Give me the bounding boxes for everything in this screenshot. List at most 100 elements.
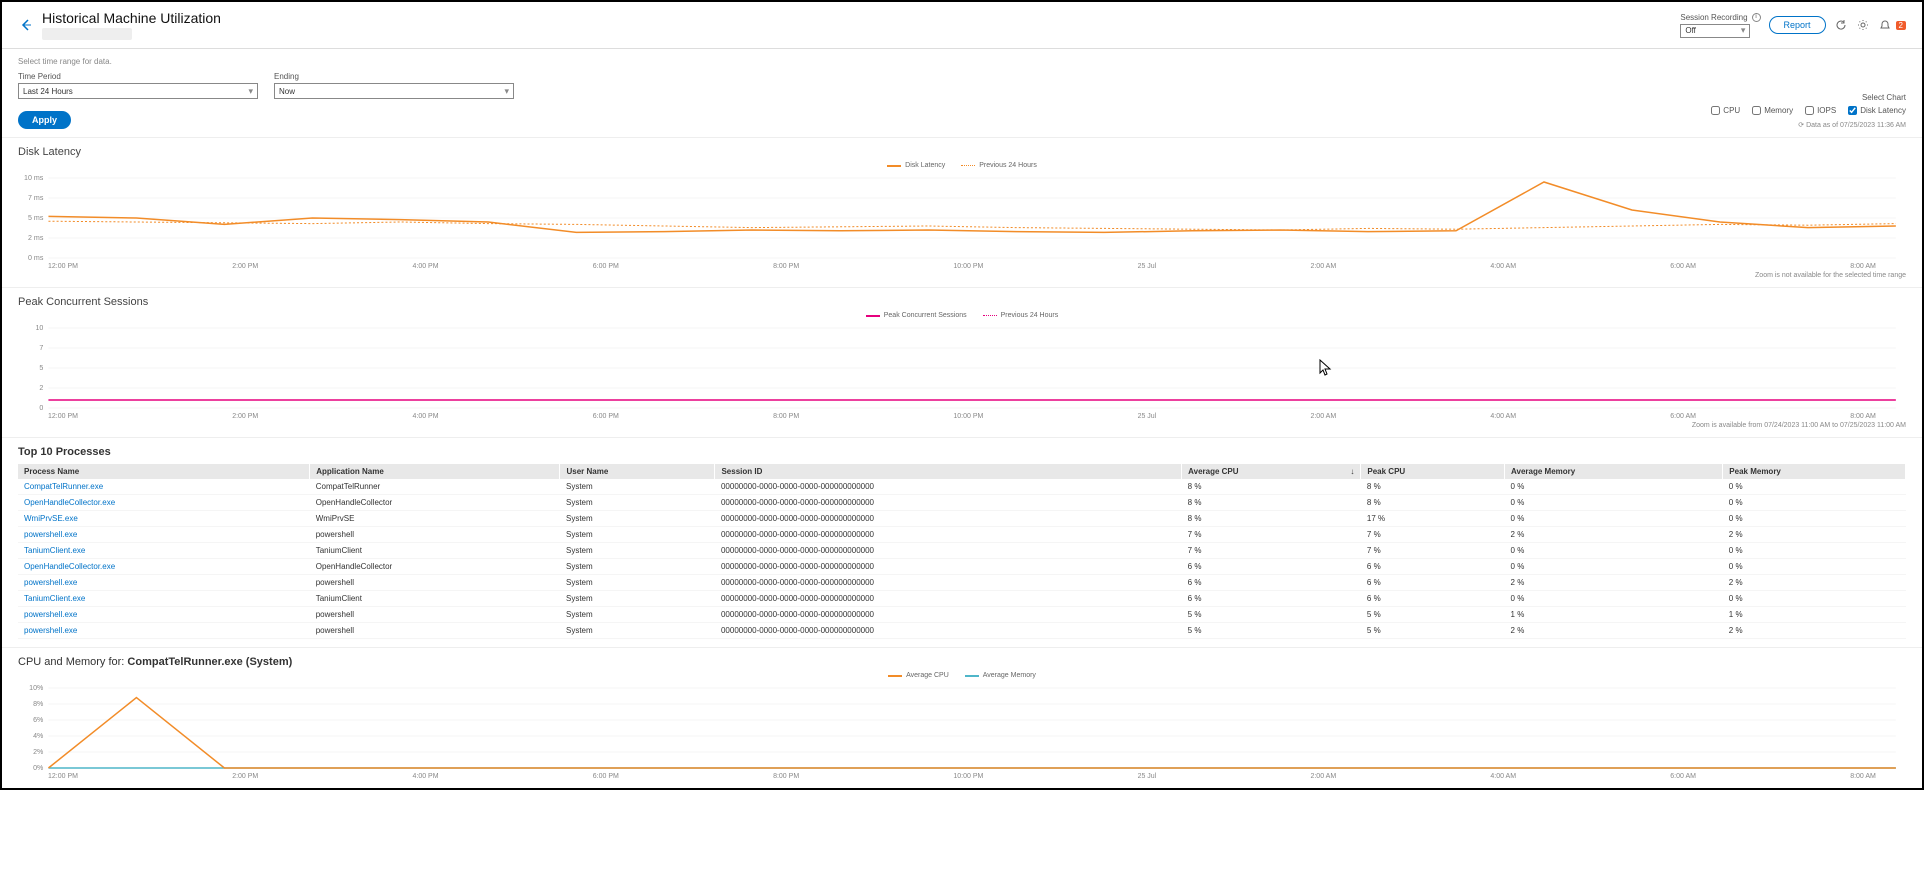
disk-latency-footer: Zoom is not available for the selected t… [18, 272, 1906, 279]
chart-check-disk-latency[interactable]: Disk Latency [1848, 106, 1906, 115]
disk-latency-chart[interactable]: 0 ms2 ms5 ms7 ms10 ms [18, 173, 1906, 263]
filter-right: Select Chart CPUMemoryIOPSDisk Latency ⟳… [1711, 93, 1906, 129]
table-row[interactable]: powershell.exepowershellSystem00000000-0… [18, 623, 1906, 639]
table-row[interactable]: CompatTelRunner.exeCompatTelRunnerSystem… [18, 479, 1906, 495]
table-cell: WmiPrvSE [310, 511, 560, 527]
table-cell: 8 % [1361, 495, 1505, 511]
table-row[interactable]: powershell.exepowershellSystem00000000-0… [18, 527, 1906, 543]
chart-check-iops[interactable]: IOPS [1805, 106, 1836, 115]
table-cell: 5 % [1361, 607, 1505, 623]
table-cell: 2 % [1723, 623, 1906, 639]
table-cell[interactable]: WmiPrvSE.exe [18, 511, 310, 527]
table-cell: 8 % [1182, 479, 1361, 495]
table-cell: 7 % [1361, 527, 1505, 543]
data-timestamp: ⟳ Data as of 07/25/2023 11:36 AM [1798, 121, 1906, 129]
svg-text:7 ms: 7 ms [28, 195, 44, 202]
table-cell: System [560, 559, 715, 575]
table-row[interactable]: powershell.exepowershellSystem00000000-0… [18, 575, 1906, 591]
table-cell: 6 % [1361, 591, 1505, 607]
table-header[interactable]: Application Name [310, 464, 560, 479]
table-row[interactable]: OpenHandleCollector.exeOpenHandleCollect… [18, 495, 1906, 511]
table-cell[interactable]: TaniumClient.exe [18, 543, 310, 559]
table-cell: 0 % [1723, 543, 1906, 559]
svg-text:2: 2 [39, 385, 43, 392]
legend-item: Disk Latency [887, 162, 945, 169]
table-cell: 0 % [1505, 559, 1723, 575]
table-cell[interactable]: powershell.exe [18, 575, 310, 591]
table-cell: 0 % [1723, 511, 1906, 527]
info-icon[interactable]: i [1752, 13, 1761, 22]
x-axis-label: 4:00 PM [412, 773, 438, 780]
table-cell[interactable]: powershell.exe [18, 607, 310, 623]
apply-button[interactable]: Apply [18, 111, 71, 129]
table-cell[interactable]: powershell.exe [18, 527, 310, 543]
table-cell: 5 % [1182, 607, 1361, 623]
filter-row: Time Period Last 24 Hours▾ Ending Now▾ [18, 72, 514, 99]
disk-latency-xaxis: 12:00 PM2:00 PM4:00 PM6:00 PM8:00 PM10:0… [18, 263, 1906, 270]
x-axis-label: 4:00 PM [412, 263, 438, 270]
x-axis-label: 25 Jul [1138, 773, 1157, 780]
table-header[interactable]: Peak CPU [1361, 464, 1505, 479]
table-row[interactable]: TaniumClient.exeTaniumClientSystem000000… [18, 543, 1906, 559]
table-cell: 1 % [1505, 607, 1723, 623]
concurrent-sessions-chart[interactable]: 025710 [18, 323, 1906, 413]
alert-icon[interactable] [1878, 18, 1892, 32]
table-header[interactable]: Peak Memory [1723, 464, 1906, 479]
report-button[interactable]: Report [1769, 16, 1826, 34]
table-cell: CompatTelRunner [310, 479, 560, 495]
table-cell: System [560, 527, 715, 543]
x-axis-label: 4:00 PM [412, 413, 438, 420]
svg-text:5 ms: 5 ms [28, 215, 44, 222]
table-row[interactable]: TaniumClient.exeTaniumClientSystem000000… [18, 591, 1906, 607]
table-cell[interactable]: CompatTelRunner.exe [18, 479, 310, 495]
x-axis-label: 10:00 PM [953, 413, 983, 420]
table-cell[interactable]: OpenHandleCollector.exe [18, 495, 310, 511]
x-axis-label: 2:00 PM [232, 413, 258, 420]
x-axis-label: 25 Jul [1138, 263, 1157, 270]
table-cell: TaniumClient [310, 591, 560, 607]
x-axis-label: 6:00 AM [1670, 773, 1696, 780]
table-cell: System [560, 511, 715, 527]
chart-check-memory[interactable]: Memory [1752, 106, 1793, 115]
svg-text:0 ms: 0 ms [28, 255, 44, 262]
table-header[interactable]: User Name [560, 464, 715, 479]
legend-item: Previous 24 Hours [961, 162, 1037, 169]
table-header[interactable]: Average Memory [1505, 464, 1723, 479]
back-icon[interactable] [18, 17, 34, 33]
x-axis-label: 8:00 AM [1850, 413, 1876, 420]
table-cell: 0 % [1723, 591, 1906, 607]
filter-left: Select time range for data. Time Period … [18, 57, 514, 129]
ending-select[interactable]: Now▾ [274, 83, 514, 99]
chart-check-cpu[interactable]: CPU [1711, 106, 1740, 115]
table-cell: System [560, 607, 715, 623]
table-row[interactable]: WmiPrvSE.exeWmiPrvSESystem00000000-0000-… [18, 511, 1906, 527]
legend-item: Average CPU [888, 672, 949, 679]
concurrent-sessions-section: Peak Concurrent Sessions Peak Concurrent… [2, 288, 1922, 438]
x-axis-label: 10:00 PM [953, 773, 983, 780]
table-row[interactable]: powershell.exepowershellSystem00000000-0… [18, 607, 1906, 623]
table-row[interactable]: OpenHandleCollector.exeOpenHandleCollect… [18, 559, 1906, 575]
table-header[interactable]: Session ID [715, 464, 1182, 479]
process-detail-chart[interactable]: 0%2%4%6%8%10% [18, 683, 1906, 773]
table-cell[interactable]: TaniumClient.exe [18, 591, 310, 607]
time-period-select[interactable]: Last 24 Hours▾ [18, 83, 258, 99]
table-cell: 7 % [1361, 543, 1505, 559]
svg-text:10: 10 [35, 325, 43, 332]
table-cell[interactable]: OpenHandleCollector.exe [18, 559, 310, 575]
table-cell: 8 % [1182, 495, 1361, 511]
table-cell[interactable]: powershell.exe [18, 623, 310, 639]
table-cell: 8 % [1361, 479, 1505, 495]
page-title: Historical Machine Utilization [42, 10, 221, 26]
x-axis-label: 2:00 PM [232, 263, 258, 270]
process-detail-title: CPU and Memory for: CompatTelRunner.exe … [18, 656, 1906, 668]
filter-hint: Select time range for data. [18, 57, 514, 66]
table-cell: 00000000-0000-0000-0000-000000000000 [715, 479, 1182, 495]
table-cell: powershell [310, 575, 560, 591]
table-cell: 6 % [1361, 575, 1505, 591]
table-cell: TaniumClient [310, 543, 560, 559]
table-header[interactable]: Average CPU↓ [1182, 464, 1361, 479]
table-header[interactable]: Process Name [18, 464, 310, 479]
refresh-icon[interactable] [1834, 18, 1848, 32]
settings-icon[interactable] [1856, 18, 1870, 32]
session-recording-select[interactable]: Off▾ [1680, 24, 1750, 38]
